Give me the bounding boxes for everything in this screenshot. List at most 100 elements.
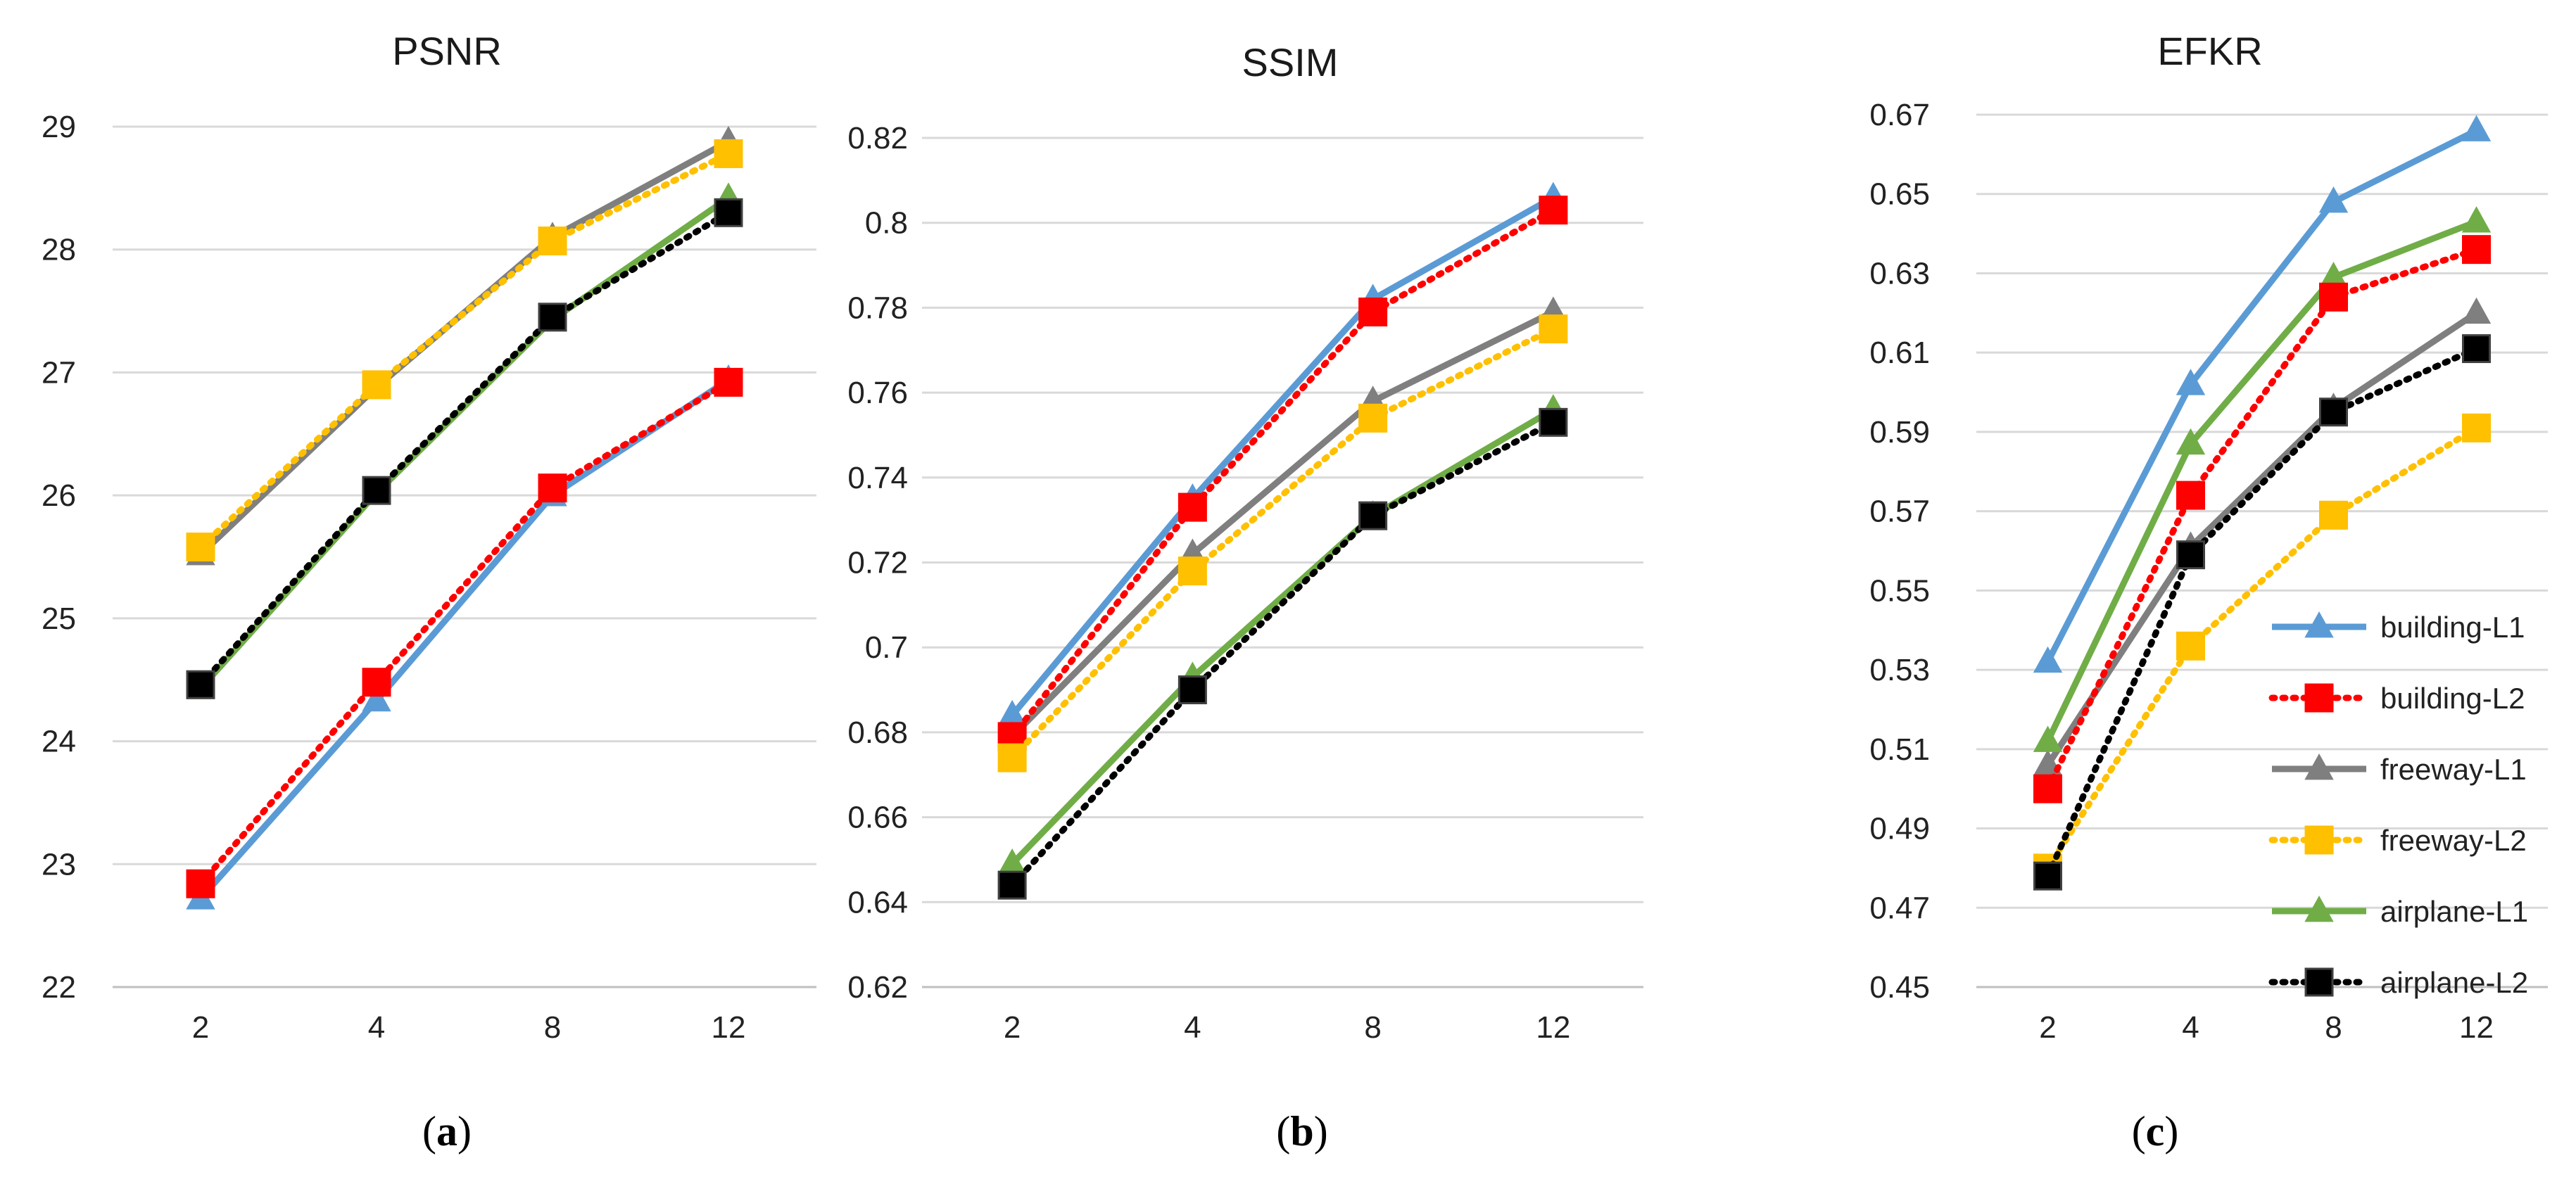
data-point-building-l1 [2176, 369, 2206, 395]
legend-marker [2304, 683, 2334, 713]
series-line-airplane-l2 [197, 209, 732, 688]
data-point-building-l2 [2319, 282, 2348, 312]
series-airplane-l2 [2033, 334, 2491, 891]
legend-label: freeway-L2 [2380, 824, 2527, 857]
data-point-freeway-l2 [2319, 500, 2348, 530]
x-tick-label: 12 [2459, 1010, 2494, 1045]
series-line-airplane-l2 [1009, 419, 1557, 889]
series-line-airplane-l2 [2045, 345, 2480, 879]
legend-marker [2304, 967, 2334, 997]
y-tick-label: 25 [42, 602, 76, 636]
y-tick-label: 0.72 [847, 546, 908, 580]
chart-title: EFKR [2157, 29, 2262, 73]
data-point-airplane-l2 [186, 670, 215, 699]
chart-efkr: EFKR 0.45 0.47 0.49 0.51 0.53 0.55 0.57 0.59 0.61… [1869, 29, 2548, 1154]
series-line-freeway-l2 [2045, 424, 2480, 872]
data-point-airplane-l1 [2033, 725, 2063, 752]
series-line-airplane-l1 [1009, 407, 1555, 867]
data-point-building-l1 [2318, 186, 2349, 213]
y-tick-label: 0.63 [1869, 256, 1930, 291]
y-tick-label: 0.68 [847, 715, 908, 750]
data-point-airplane-l1 [2176, 428, 2206, 455]
series-freeway-l2 [186, 139, 743, 562]
series-airplane-l1 [2033, 206, 2492, 752]
data-point-building-l2 [714, 367, 743, 397]
series-line-building-l1 [198, 377, 731, 901]
y-tick-label: 22 [42, 970, 76, 1005]
data-point-airplane-l1 [2461, 206, 2492, 233]
legend: building-L1 building-L2 freeway-L1 freeway-… [2268, 611, 2528, 999]
data-point-airplane-l2 [362, 476, 391, 505]
legend-marker [2304, 825, 2334, 855]
y-tick-label: 0.82 [847, 121, 908, 155]
y-tick-label: 0.66 [847, 801, 908, 835]
data-point-freeway-l2 [1539, 314, 1568, 344]
legend-label: airplane-L1 [2380, 895, 2528, 928]
data-point-freeway-l2 [714, 139, 743, 168]
data-point-airplane-l2 [1177, 675, 1207, 705]
y-tick-label: 0.51 [1869, 732, 1930, 767]
y-tick-label: 0.61 [1869, 336, 1930, 370]
series-line-airplane-l1 [198, 195, 731, 691]
series-airplane-l1 [997, 394, 1568, 875]
panel-label: (a) [422, 1108, 472, 1154]
chart-title: SSIM [1242, 40, 1339, 84]
data-point-building-l2 [1358, 297, 1388, 326]
data-point-building-l1 [362, 685, 391, 712]
data-point-freeway-l2 [362, 370, 391, 400]
x-tick-label: 8 [2325, 1010, 2342, 1045]
y-tick-label: 0.7 [865, 630, 908, 665]
series-line-airplane-l1 [2045, 218, 2478, 743]
data-point-building-l2 [2176, 481, 2205, 510]
y-tick-label: 0.59 [1869, 415, 1930, 450]
y-tick-label: 0.57 [1869, 495, 1930, 529]
data-point-airplane-l2 [2176, 540, 2205, 570]
data-point-building-l2 [1177, 492, 1207, 522]
data-point-building-l2 [1539, 196, 1568, 225]
legend-item-airplane-l2: airplane-L2 [2268, 966, 2528, 999]
x-tick-label: 12 [712, 1010, 746, 1045]
series-line-freeway-l2 [1009, 326, 1557, 761]
data-point-airplane-l2 [1539, 407, 1568, 437]
series-airplane-l1 [186, 182, 743, 699]
y-tick-label: 0.49 [1869, 812, 1930, 846]
x-tick-label: 4 [2182, 1010, 2199, 1045]
panel-label: (b) [1276, 1108, 1327, 1154]
y-tick-label: 0.65 [1869, 177, 1930, 212]
series-line-freeway-l1 [2045, 310, 2478, 767]
legend-item-building-l2: building-L2 [2268, 682, 2525, 715]
data-point-building-l2 [538, 473, 567, 503]
series-line-building-l2 [1009, 207, 1557, 740]
data-point-building-l1 [2033, 646, 2063, 673]
series-airplane-l2 [186, 198, 743, 699]
series-line-freeway-l2 [197, 150, 732, 551]
series-building-l2 [997, 196, 1568, 751]
y-tick-label: 0.8 [865, 206, 908, 241]
data-point-airplane-l2 [997, 870, 1027, 900]
series-line-freeway-l1 [1009, 309, 1555, 739]
series-freeway-l2 [997, 314, 1568, 772]
y-tick-label: 0.62 [847, 970, 908, 1005]
data-point-freeway-l1 [2461, 297, 2492, 324]
legend-marker [2304, 895, 2334, 922]
data-point-building-l1 [2461, 115, 2492, 141]
series-building-l2 [186, 367, 743, 898]
data-point-building-l2 [362, 668, 391, 697]
data-point-building-l2 [186, 869, 215, 898]
legend-label: airplane-L2 [2380, 966, 2528, 999]
x-tick-label: 2 [2039, 1010, 2056, 1045]
y-tick-label: 0.55 [1869, 573, 1930, 608]
y-tick-label: 26 [42, 478, 76, 513]
series-building-l2 [2033, 235, 2491, 803]
x-tick-label: 8 [544, 1010, 561, 1045]
data-point-freeway-l2 [997, 743, 1027, 772]
data-point-freeway-l2 [1358, 403, 1388, 433]
data-point-building-l2 [2462, 235, 2491, 265]
legend-item-freeway-l2: freeway-L2 [2268, 824, 2527, 857]
y-tick-label: 0.47 [1869, 891, 1930, 925]
x-tick-label: 2 [192, 1010, 209, 1045]
data-point-freeway-l2 [2462, 413, 2491, 443]
data-point-airplane-l2 [538, 303, 567, 332]
series-line-building-l2 [197, 378, 732, 887]
